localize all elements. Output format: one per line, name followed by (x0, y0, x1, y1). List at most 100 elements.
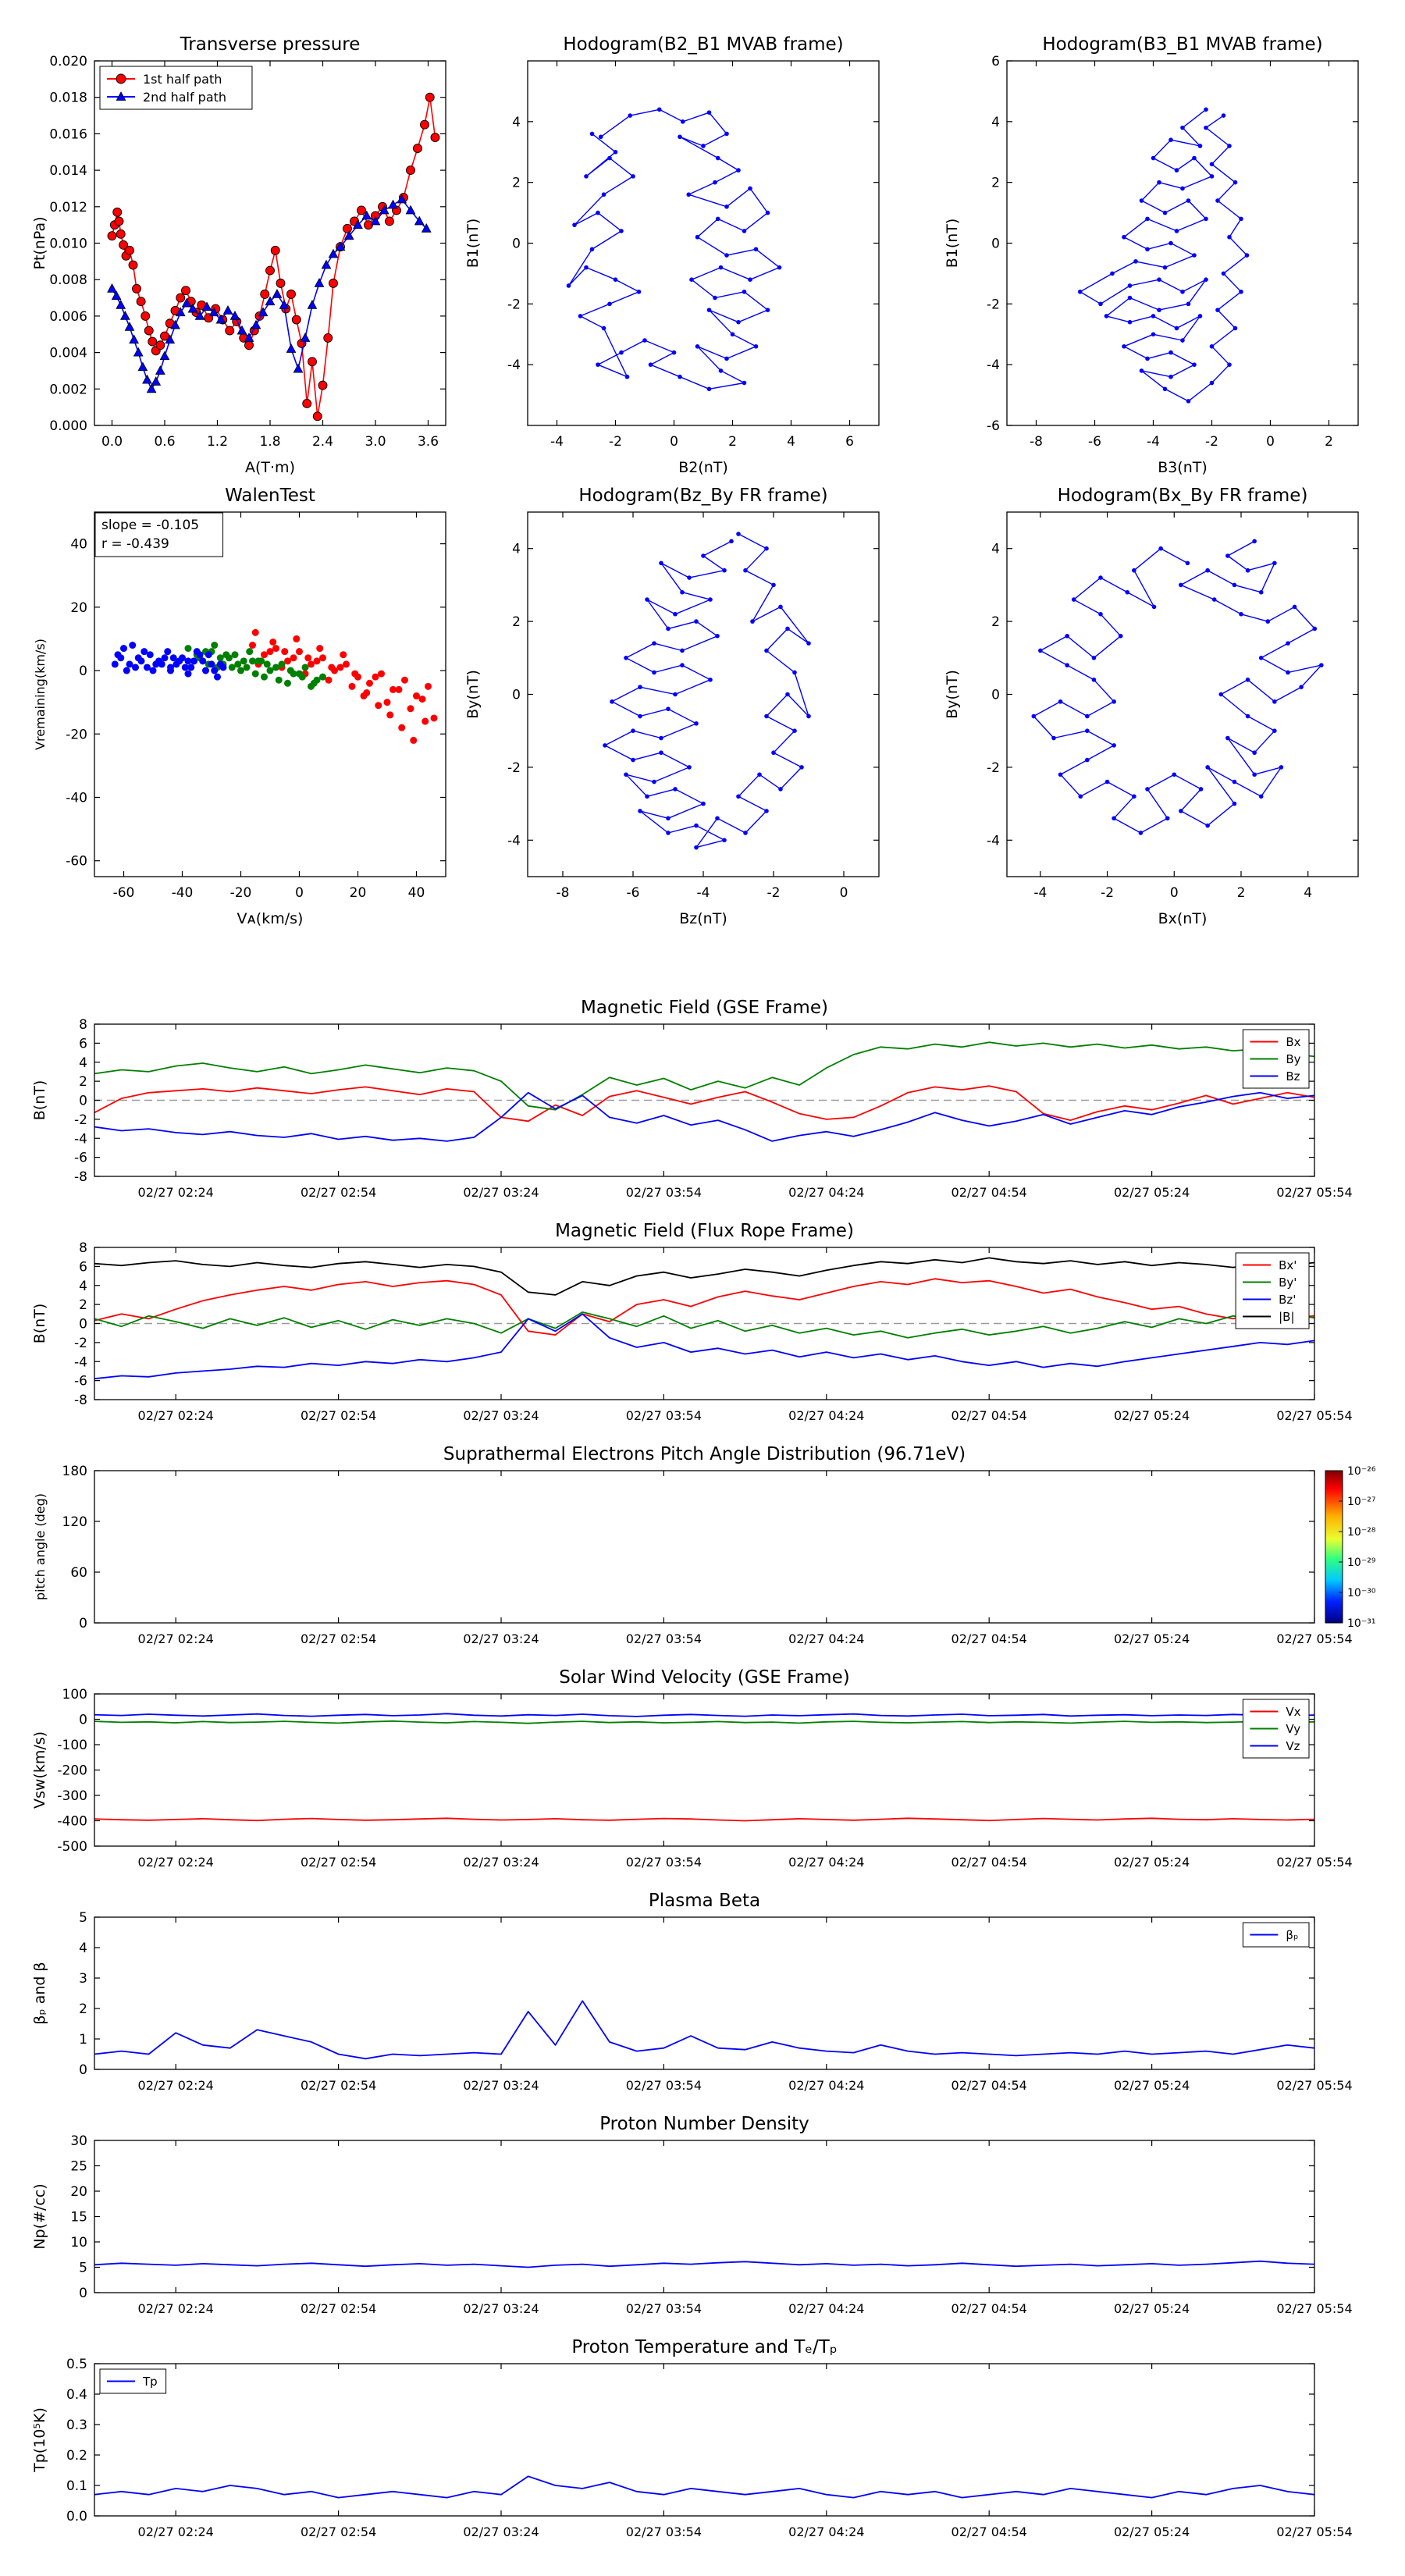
svg-text:02/27 02:54: 02/27 02:54 (301, 1408, 376, 1423)
svg-text:Solar Wind Velocity (GSE Frame: Solar Wind Velocity (GSE Frame) (559, 1667, 849, 1688)
svg-text:4: 4 (991, 542, 1000, 557)
svg-text:02/27 04:54: 02/27 04:54 (951, 1855, 1027, 1870)
svg-text:0: 0 (670, 434, 678, 450)
svg-text:-500: -500 (57, 1839, 87, 1855)
transverse-pressure-chart: 0.0 0.6 1.2 1.8 2.4 3.0 3.6 0.000 0.002 0.004 0.00… (31, 34, 446, 476)
svg-text:|B|: |B| (1279, 1310, 1294, 1324)
svg-text:0: 0 (991, 237, 1000, 252)
svg-text:Vᴀ(km/s): Vᴀ(km/s) (237, 910, 304, 927)
svg-text:Bx': Bx' (1279, 1258, 1297, 1272)
svg-text:6: 6 (79, 1036, 87, 1051)
svg-text:02/27 03:24: 02/27 03:24 (463, 1631, 539, 1646)
svg-text:B2(nT): B2(nT) (678, 459, 728, 476)
svg-text:02/27 03:24: 02/27 03:24 (463, 1408, 539, 1423)
svg-text:Proton Number Density: Proton Number Density (599, 2114, 809, 2134)
svg-text:-100: -100 (57, 1738, 87, 1753)
panel-magnetic-field-gse: 02/27 02:24 02/27 02:54 02/27 03:24 02/27 0… (16, 981, 1390, 1209)
svg-text:02/27 03:54: 02/27 03:54 (626, 1855, 702, 1870)
svg-text:2: 2 (1325, 434, 1333, 450)
svg-text:Hodogram(B3_B1 MVAB frame): Hodogram(B3_B1 MVAB frame) (1042, 34, 1322, 55)
panel-plasma-beta: 02/27 02:24 02/27 02:54 02/27 03:24 02/27 0… (16, 1874, 1390, 2102)
svg-text:02/27 04:54: 02/27 04:54 (951, 2078, 1027, 2093)
svg-text:-20: -20 (66, 727, 87, 742)
svg-text:02/27 04:24: 02/27 04:24 (788, 2524, 864, 2539)
svg-text:0: 0 (79, 1317, 87, 1332)
svg-text:4: 4 (79, 1279, 87, 1294)
svg-text:-2: -2 (74, 1112, 87, 1128)
svg-text:02/27 02:24: 02/27 02:24 (138, 2301, 214, 2316)
svg-text:02/27 03:54: 02/27 03:54 (626, 2078, 702, 2093)
svg-text:-6: -6 (74, 1374, 87, 1389)
svg-text:-20: -20 (230, 885, 252, 901)
series-Bx-By-path (1031, 539, 1324, 835)
svg-text:02/27 04:24: 02/27 04:24 (788, 1408, 864, 1423)
svg-text:02/27 05:24: 02/27 05:24 (1114, 2301, 1190, 2316)
svg-text:02/27 03:24: 02/27 03:24 (463, 2301, 539, 2316)
annotation-box: slope = -0.105 r = -0.439 (94, 512, 224, 557)
svg-text:4: 4 (512, 115, 521, 130)
svg-text:40: 40 (408, 885, 425, 901)
svg-text:02/27 02:24: 02/27 02:24 (138, 1408, 214, 1423)
svg-text:02/27 05:54: 02/27 05:54 (1276, 1408, 1352, 1423)
mag-gse-chart: 02/27 02:24 02/27 02:54 02/27 03:24 02/27 0… (31, 998, 1353, 1200)
svg-text:25: 25 (70, 2159, 87, 2175)
plot-area (107, 92, 440, 422)
panel-hodogram-b3-b1: -8 -6 -4 -2 0 2 -6 -4 -2 0 2 4 6 Hodogram(B3_B1 MVAB … (929, 18, 1371, 486)
svg-text:02/27 02:54: 02/27 02:54 (301, 2078, 376, 2093)
svg-text:02/27 02:24: 02/27 02:24 (138, 1185, 214, 1200)
svg-text:10⁻²⁹: 10⁻²⁹ (1347, 1557, 1376, 1569)
svg-text:-2: -2 (507, 297, 521, 312)
plot-area (94, 1257, 1314, 1380)
legend: Vx Vy Vz (1242, 1699, 1310, 1759)
svg-text:02/27 03:24: 02/27 03:24 (463, 2078, 539, 2093)
svg-text:4: 4 (787, 434, 795, 450)
series-Bz (94, 1091, 1314, 1142)
svg-text:02/27 02:24: 02/27 02:24 (138, 1631, 214, 1646)
svg-text:02/27 04:24: 02/27 04:24 (788, 1185, 864, 1200)
svg-text:02/27 05:54: 02/27 05:54 (1276, 2078, 1352, 2093)
plot-area (94, 2260, 1314, 2268)
svg-text:0.0: 0.0 (66, 2509, 87, 2524)
svg-text:02/27 05:54: 02/27 05:54 (1276, 2301, 1352, 2316)
svg-text:02/27 04:54: 02/27 04:54 (951, 2524, 1027, 2539)
svg-text:0: 0 (79, 664, 87, 679)
svg-text:0: 0 (991, 688, 1000, 703)
svg-text:02/27 03:54: 02/27 03:54 (626, 2301, 702, 2316)
svg-text:02/27 05:24: 02/27 05:24 (1114, 1408, 1190, 1423)
svg-text:0: 0 (79, 1616, 87, 1631)
series--B- (94, 1257, 1314, 1296)
svg-text:6: 6 (845, 434, 854, 450)
svg-text:02/27 05:54: 02/27 05:54 (1276, 1855, 1352, 1870)
svg-text:Tp(10⁵K): Tp(10⁵K) (31, 2407, 48, 2473)
svg-text:0.014: 0.014 (49, 163, 87, 179)
svg-text:10⁻³¹: 10⁻³¹ (1347, 1617, 1375, 1630)
svg-text:-2: -2 (74, 1336, 87, 1351)
svg-text:-2: -2 (987, 760, 1000, 776)
panel-proton-temperature: 02/27 02:24 02/27 02:54 02/27 03:24 02/27 0… (16, 2321, 1390, 2549)
svg-text:10⁻³⁰: 10⁻³⁰ (1347, 1587, 1376, 1599)
svg-text:10⁻²⁸: 10⁻²⁸ (1347, 1526, 1376, 1539)
svg-text:B3(nT): B3(nT) (1158, 459, 1208, 476)
svg-text:02/27 05:24: 02/27 05:24 (1114, 2078, 1190, 2093)
panel-hodogram-bz-by: -8 -6 -4 -2 0 -4 -2 0 2 4 Hodogram(Bz_By FR frame)… (450, 469, 891, 938)
hodogram-b3b1-chart: -8 -6 -4 -2 0 2 -6 -4 -2 0 2 4 6 Hodogram(B3_B1 MVAB … (944, 34, 1359, 476)
series-B3-B1-path (1077, 107, 1250, 404)
svg-text:02/27 05:24: 02/27 05:24 (1114, 1185, 1190, 1200)
series-By- (94, 1311, 1314, 1339)
svg-text:By(nT): By(nT) (464, 670, 482, 719)
svg-text:120: 120 (62, 1514, 87, 1530)
svg-text:2: 2 (512, 176, 521, 191)
svg-text:02/27 03:54: 02/27 03:54 (626, 1631, 702, 1646)
svg-text:02/27 04:24: 02/27 04:24 (788, 1855, 864, 1870)
svg-text:02/27 02:54: 02/27 02:54 (301, 1185, 376, 1200)
plot-area (94, 2475, 1314, 2499)
plot-area (1031, 539, 1324, 835)
svg-text:Bx: Bx (1286, 1035, 1300, 1049)
svg-text:02/27 03:54: 02/27 03:54 (626, 2524, 702, 2539)
svg-text:02/27 02:54: 02/27 02:54 (301, 1855, 376, 1870)
svg-text:-4: -4 (987, 358, 1000, 373)
svg-text:1st half path: 1st half path (143, 72, 222, 87)
svg-text:02/27 05:54: 02/27 05:54 (1276, 2524, 1352, 2539)
svg-text:-4: -4 (1033, 885, 1047, 901)
